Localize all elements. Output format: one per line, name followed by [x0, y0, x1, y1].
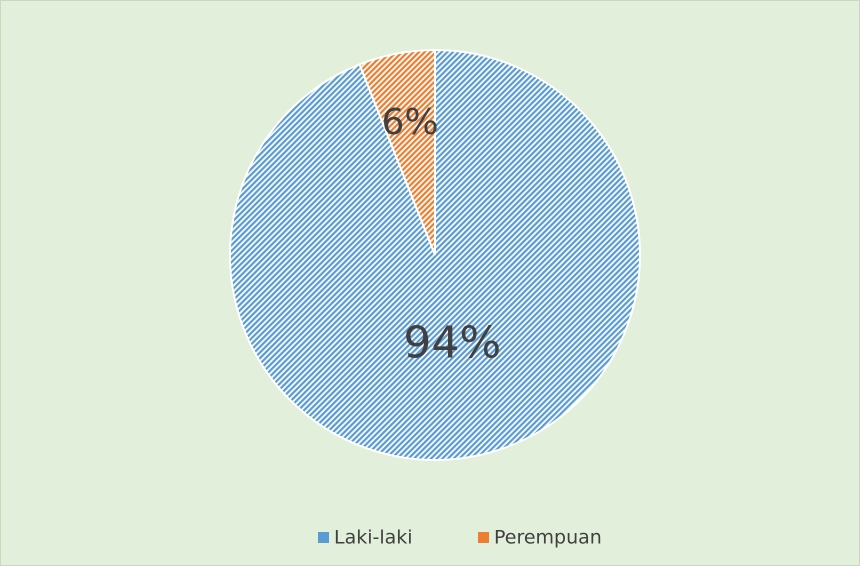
- legend-swatch: [318, 532, 329, 543]
- legend-swatch: [478, 532, 489, 543]
- pie-slice: [358, 48, 436, 256]
- legend-label: Laki-laki: [334, 527, 413, 549]
- legend-label: Perempuan: [494, 527, 602, 549]
- data-label: 94%: [403, 318, 501, 369]
- data-label: 6%: [381, 102, 438, 143]
